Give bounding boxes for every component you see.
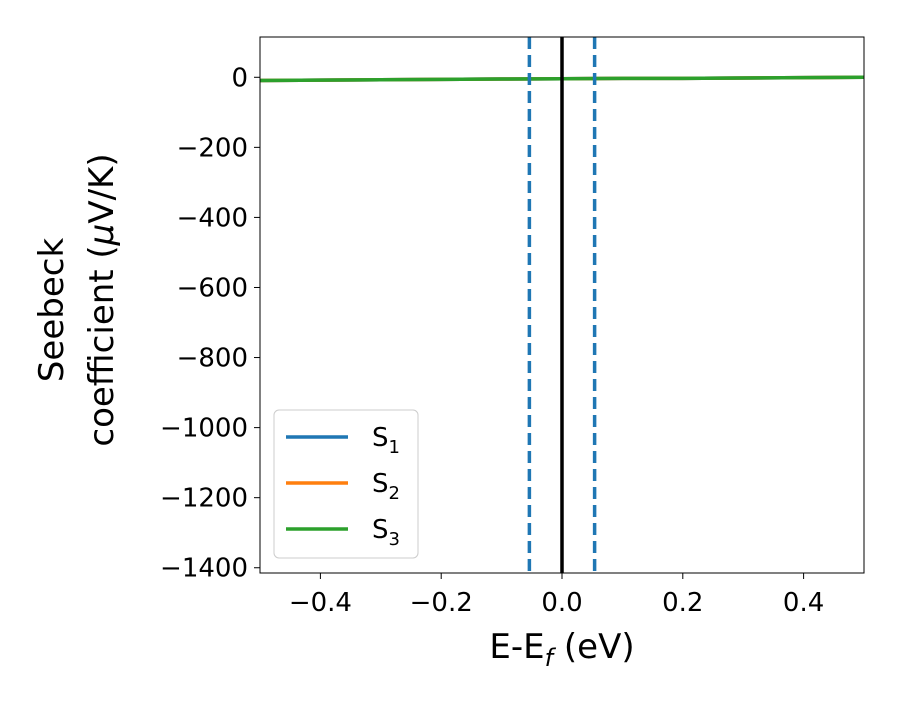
y-axis-label-line2: coefficient (μV/K)	[82, 153, 122, 446]
y-tick-label: −1200	[160, 484, 248, 514]
reference-lines	[527, 37, 597, 573]
y-tick-label: −800	[177, 344, 248, 374]
y-tick-label: −1400	[160, 554, 248, 584]
legend-label: S2	[372, 469, 400, 504]
legend-item-s2: S2	[286, 469, 400, 504]
x-tick-label: 0.0	[541, 588, 582, 618]
y-tick-label: −400	[177, 203, 248, 233]
x-tick-label: 0.2	[662, 588, 703, 618]
x-axis-label: E-Ef (eV)	[489, 627, 634, 672]
y-axis-ticks: 0 −200 −400 −600 −800 −1000 −1200 −1400	[160, 63, 260, 584]
y-tick-label: 0	[231, 63, 248, 93]
legend-label: S3	[372, 515, 400, 550]
x-axis-ticks: −0.4 −0.2 0.0 0.2 0.4	[289, 573, 824, 618]
y-axis-label: Seebeck coefficient (μV/K)	[32, 153, 122, 446]
x-tick-label: −0.2	[410, 588, 473, 618]
legend-item-s1: S1	[286, 423, 400, 458]
x-tick-label: 0.4	[783, 588, 824, 618]
y-tick-label: −200	[177, 133, 248, 163]
legend-label: S1	[372, 423, 400, 458]
y-axis-label-line1: Seebeck	[32, 238, 72, 383]
legend-item-s3: S3	[286, 515, 400, 550]
legend: S1 S2 S3	[273, 409, 419, 559]
x-tick-label: −0.4	[289, 588, 352, 618]
y-tick-label: −600	[177, 273, 248, 303]
y-tick-label: −1000	[160, 414, 248, 444]
